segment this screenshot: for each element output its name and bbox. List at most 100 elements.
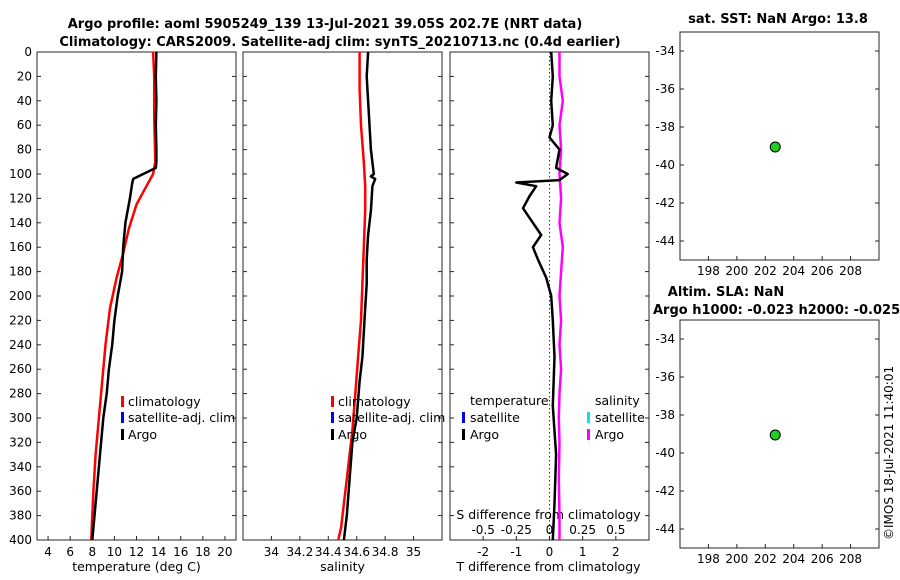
legend-label: Argo — [128, 427, 157, 442]
salinity-difference-tick-label: 0.25 — [569, 523, 596, 537]
temperature-tick-label: 20 — [217, 545, 232, 559]
depth-tick-label: 220 — [9, 313, 32, 327]
depth-tick-label: 0 — [24, 45, 32, 59]
legend-swatch — [331, 429, 334, 440]
depth-tick-label: 240 — [9, 338, 32, 352]
sla-map-axes — [679, 319, 880, 549]
legend-swatch — [121, 429, 124, 440]
salinity-tick-label: 35 — [406, 545, 421, 559]
longitude-tick-label: 204 — [782, 264, 805, 278]
legend-swatch — [331, 412, 334, 423]
salinity-difference-tick-label: -0.25 — [501, 523, 532, 537]
depth-tick-label: 20 — [17, 69, 32, 83]
legend-swatch — [121, 396, 124, 407]
legend-label: climatology — [338, 394, 411, 409]
legend-label: Argo — [338, 427, 367, 442]
salinity-tick-label: 34.4 — [315, 545, 342, 559]
depth-tick-label: 100 — [9, 167, 32, 181]
salinity-difference-axis-label: S difference from climatology — [456, 507, 641, 522]
temperature-tick-label: 8 — [88, 545, 96, 559]
legend-swatch — [462, 429, 465, 440]
argo-salinity-difference-line — [557, 52, 565, 540]
sst-map-argo-location-marker — [769, 141, 781, 153]
salinity-tick-label: 34.8 — [372, 545, 399, 559]
temperature-tick-label: 10 — [107, 545, 122, 559]
temperature-tick-label: 6 — [66, 545, 74, 559]
depth-tick-label: 80 — [17, 143, 32, 157]
longitude-tick-label: 204 — [782, 552, 805, 566]
title-line1: Argo profile: aoml 5905249_139 13-Jul-20… — [68, 17, 583, 32]
depth-tick-label: 360 — [9, 484, 32, 498]
temperature-difference-tick-label: 1 — [579, 545, 587, 559]
sla-map-argo-location-marker — [769, 429, 781, 441]
latitude-tick-label: -44 — [655, 234, 675, 248]
temperature-tick-label: 16 — [173, 545, 188, 559]
latitude-tick-label: -36 — [655, 370, 675, 384]
legend-swatch — [587, 429, 590, 440]
legend-label: satellite-adj. clim — [128, 410, 235, 425]
legend-swatch — [331, 396, 334, 407]
climatology-salinity-line — [336, 52, 367, 541]
watermark: ©IMOS 18-Jul-2021 11:40:01 — [882, 366, 896, 540]
argo-temperature-line — [91, 51, 158, 541]
argo-salinity-line — [342, 51, 377, 541]
salinity-difference-tick-label: -0.5 — [471, 523, 494, 537]
legend-swatch — [121, 412, 124, 423]
depth-tick-label: 200 — [9, 289, 32, 303]
temperature-difference-tick-label: 0 — [546, 545, 554, 559]
longitude-tick-label: 198 — [697, 264, 720, 278]
depth-tick-label: 40 — [17, 94, 32, 108]
latitude-tick-label: -36 — [655, 82, 675, 96]
temperature-tick-label: 14 — [151, 545, 166, 559]
longitude-tick-label: 206 — [811, 552, 834, 566]
climatology-temperature-line — [89, 51, 157, 541]
depth-tick-label: 320 — [9, 435, 32, 449]
longitude-tick-label: 208 — [839, 264, 862, 278]
latitude-tick-label: -38 — [655, 120, 675, 134]
latitude-tick-label: -38 — [655, 408, 675, 422]
depth-tick-label: 140 — [9, 216, 32, 230]
legend-swatch — [462, 412, 465, 423]
legend-label: satellite-adj. clim — [338, 410, 445, 425]
salinity-difference-tick-label: 0 — [546, 523, 554, 537]
legend-title: temperature — [470, 393, 549, 408]
salinity-difference-tick-label: 0.5 — [606, 523, 625, 537]
latitude-tick-label: -42 — [655, 196, 675, 210]
longitude-tick-label: 206 — [811, 264, 834, 278]
longitude-tick-label: 198 — [697, 552, 720, 566]
latitude-tick-label: -34 — [655, 44, 675, 58]
legend-label: Argo — [470, 427, 499, 442]
depth-tick-label: 180 — [9, 265, 32, 279]
salinity-tick-label: 34.2 — [286, 545, 313, 559]
longitude-tick-label: 200 — [725, 552, 748, 566]
legend-swatch — [587, 412, 590, 423]
latitude-tick-label: -34 — [655, 332, 675, 346]
sla-panel-title-2: Argo h1000: -0.023 h2000: -0.025 — [653, 303, 900, 318]
temperature-difference-tick-label: -2 — [477, 545, 489, 559]
temperature-axes — [36, 51, 237, 541]
latitude-tick-label: -44 — [655, 522, 675, 536]
depth-tick-label: 380 — [9, 509, 32, 523]
salinity-axes — [242, 51, 443, 541]
temperature-difference-tick-label: 2 — [612, 545, 620, 559]
depth-tick-label: 60 — [17, 118, 32, 132]
legend-label: satellite — [595, 410, 645, 425]
title-line2: Climatology: CARS2009. Satellite-adj cli… — [59, 35, 620, 50]
temperature-tick-label: 4 — [44, 545, 52, 559]
temperature-tick-label: 12 — [129, 545, 144, 559]
argo-temperature-difference-line — [515, 51, 569, 541]
depth-tick-label: 120 — [9, 191, 32, 205]
sst-map-axes — [679, 31, 880, 261]
legend-label: satellite — [470, 410, 520, 425]
latitude-tick-label: -42 — [655, 484, 675, 498]
temperature-tick-label: 18 — [195, 545, 210, 559]
depth-tick-label: 340 — [9, 460, 32, 474]
sla-panel-title-1: Altim. SLA: NaN — [668, 285, 784, 300]
legend-label: climatology — [128, 394, 201, 409]
salinity-tick-label: 34.6 — [343, 545, 370, 559]
longitude-tick-label: 200 — [725, 264, 748, 278]
temperature-difference-axis-label: T difference from climatology — [455, 559, 641, 574]
depth-tick-label: 300 — [9, 411, 32, 425]
salinity-axis-label: salinity — [320, 559, 365, 574]
